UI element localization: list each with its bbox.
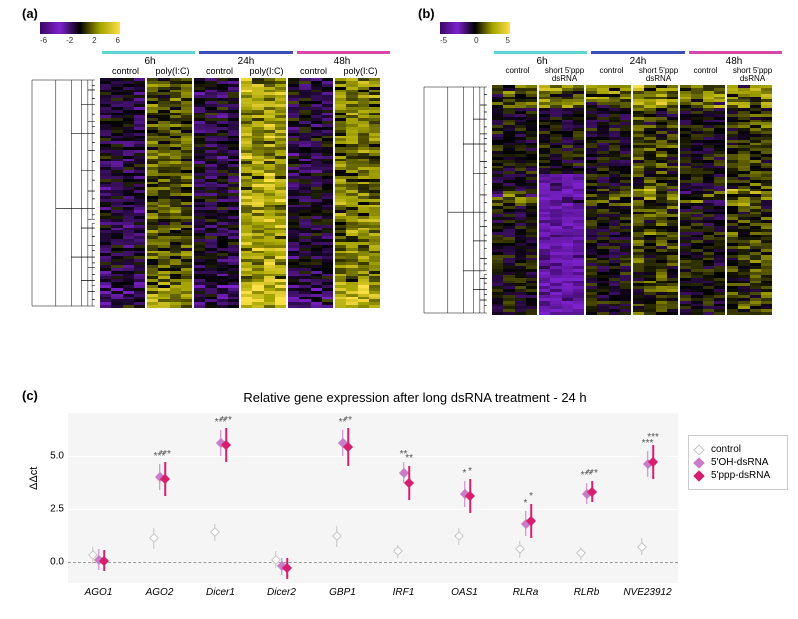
legend: control 5'OH-dsRNA 5'ppp-dsRNA [688, 435, 788, 490]
data-point [399, 468, 409, 478]
gene-label: NVE23912 [617, 583, 678, 598]
heatmap-a [100, 78, 380, 308]
legend-item: 5'OH-dsRNA [695, 457, 781, 468]
gene-label: RLRa [495, 583, 556, 598]
gene-label: AGO2 [129, 583, 190, 598]
data-point [149, 533, 159, 543]
colorbar-b: -505 [440, 22, 510, 45]
gene-label: IRF1 [373, 583, 434, 598]
panel-b-label: (b) [418, 6, 435, 21]
gene-label: OAS1 [434, 583, 495, 598]
data-point [637, 542, 647, 552]
gene-label: AGO1 [68, 583, 129, 598]
panel-a: -6-226 6h24h48h controlpoly(I:C)controlp… [30, 22, 390, 308]
data-point [282, 563, 292, 573]
gene-label: Dicer2 [251, 583, 312, 598]
panel-a-label: (a) [22, 6, 38, 21]
yaxis-label: ΔΔct [28, 467, 40, 490]
cond-labels-a: controlpoly(I:C)controlpoly(I:C)controlp… [102, 67, 390, 76]
data-point [393, 546, 403, 556]
data-point [343, 442, 353, 452]
data-point [454, 531, 464, 541]
cond-labels-b: controlshort 5'ppp dsRNAcontrolshort 5'p… [494, 67, 782, 83]
colorbar-a: -6-226 [40, 22, 120, 45]
plot-area: 0.02.55.0*******************************… [68, 413, 678, 583]
data-point [404, 478, 414, 488]
gene-label: GBP1 [312, 583, 373, 598]
dendrogram-b [422, 85, 492, 315]
data-point [576, 548, 586, 558]
gene-label: Dicer1 [190, 583, 251, 598]
xaxis: AGO1AGO2Dicer1Dicer2GBP1IRF1OAS1RLRaRLRb… [68, 583, 678, 598]
panel-b: -505 6h24h48h controlshort 5'ppp dsRNAco… [422, 22, 782, 315]
chart-title: Relative gene expression after long dsRN… [50, 390, 780, 405]
heatmap-b [492, 85, 772, 315]
legend-item: 5'ppp-dsRNA [695, 470, 781, 481]
data-point [332, 531, 342, 541]
data-point [210, 527, 220, 537]
dendrogram-a [30, 78, 100, 308]
data-point [515, 544, 525, 554]
gene-label: RLRb [556, 583, 617, 598]
panel-c: Relative gene expression after long dsRN… [20, 390, 780, 615]
legend-item: control [695, 444, 781, 455]
